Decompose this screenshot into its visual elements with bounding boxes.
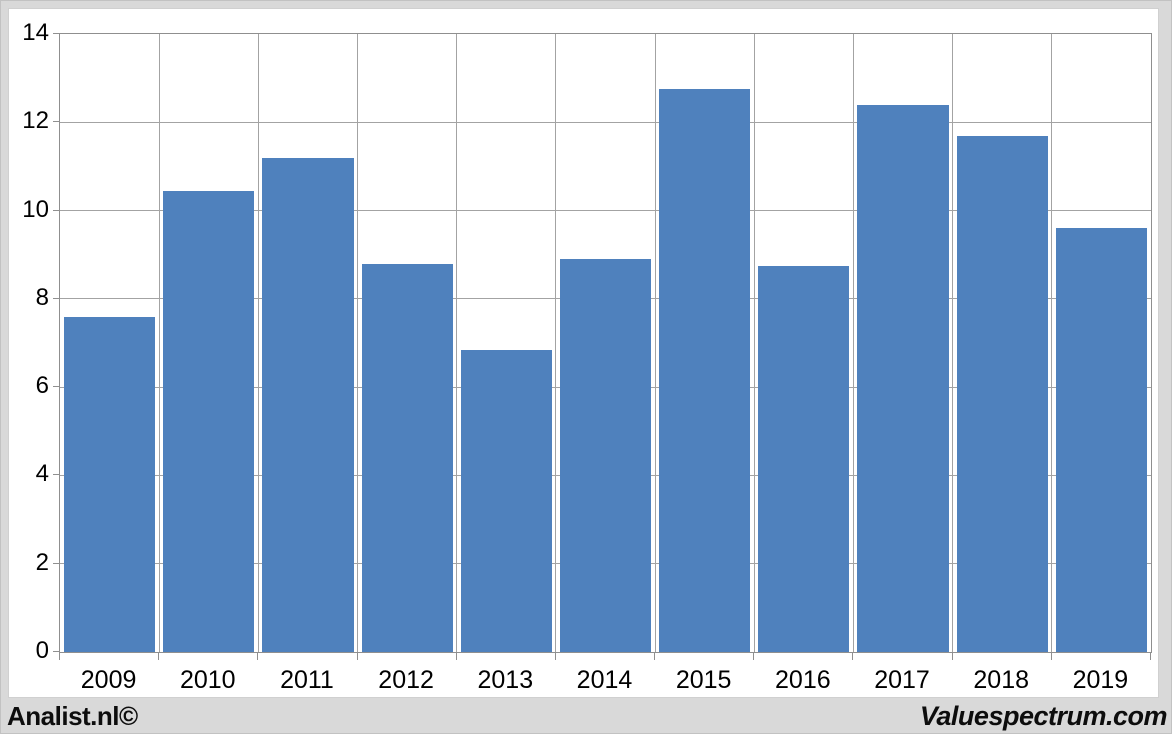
x-tick <box>753 652 755 660</box>
y-tick-label: 14 <box>22 19 49 46</box>
x-tick <box>59 652 60 660</box>
bar-2017 <box>857 104 949 652</box>
bar-2014 <box>559 259 652 652</box>
h-gridline <box>60 210 1151 212</box>
x-tick <box>356 652 358 660</box>
bar-2015 <box>659 89 751 652</box>
bar-2016 <box>758 265 850 652</box>
v-gridline <box>555 34 557 652</box>
x-tick <box>852 652 854 660</box>
y-tick-label: 2 <box>35 548 49 576</box>
x-tick-label: 2012 <box>378 666 434 694</box>
x-tick-label: 2015 <box>675 666 732 694</box>
v-gridline <box>456 34 458 652</box>
x-tick-label: 2016 <box>775 666 831 694</box>
x-tick <box>951 652 953 660</box>
plot-area <box>59 33 1152 653</box>
y-tick <box>53 562 60 564</box>
y-tick <box>53 651 60 652</box>
x-tick-label: 2013 <box>477 666 534 694</box>
bar-2011 <box>262 157 354 652</box>
y-tick <box>53 297 60 299</box>
y-tick-label: 0 <box>35 637 49 664</box>
x-tick-label: 2018 <box>973 666 1030 694</box>
x-tick-label: 2011 <box>280 666 334 694</box>
v-gridline <box>753 34 755 652</box>
x-tick-label: 2009 <box>80 666 137 694</box>
v-gridline <box>357 34 359 652</box>
y-tick <box>53 209 60 211</box>
h-gridline <box>60 121 1151 123</box>
v-gridline <box>257 34 259 652</box>
bar-2019 <box>1055 228 1148 652</box>
v-gridline <box>952 34 954 652</box>
x-tick <box>554 652 556 660</box>
y-tick-label: 4 <box>35 460 49 488</box>
y-tick-label: 8 <box>35 283 49 311</box>
y-tick <box>53 33 60 34</box>
v-gridline <box>852 34 854 652</box>
v-gridline <box>654 34 656 652</box>
analist-branding: Analist.nl© <box>7 701 138 731</box>
x-tick-label: 2017 <box>874 666 930 694</box>
x-tick <box>158 652 160 660</box>
valuespectrum-branding: Valuespectrum.com <box>919 701 1168 731</box>
x-tick <box>654 652 656 660</box>
x-tick <box>455 652 457 660</box>
footer: Analist.nl© Valuespectrum.com <box>1 698 1171 733</box>
y-tick-label: 6 <box>35 372 49 400</box>
y-tick-label: 10 <box>22 195 49 223</box>
v-gridline <box>1051 34 1053 652</box>
x-tick-label: 2014 <box>576 666 633 694</box>
x-tick-label: 2019 <box>1072 666 1129 694</box>
v-gridline <box>158 34 160 652</box>
y-tick <box>53 386 60 388</box>
y-tick <box>53 121 60 123</box>
bar-2012 <box>361 263 453 652</box>
y-tick <box>53 474 60 476</box>
bar-2018 <box>956 135 1048 652</box>
bar-2013 <box>460 349 552 652</box>
y-tick-label: 12 <box>22 107 49 135</box>
x-tick <box>1150 652 1151 660</box>
bar-2010 <box>163 190 255 652</box>
x-tick <box>257 652 259 660</box>
x-tick-label: 2010 <box>179 666 236 694</box>
x-tick <box>1050 652 1052 660</box>
bar-2009 <box>63 316 156 652</box>
